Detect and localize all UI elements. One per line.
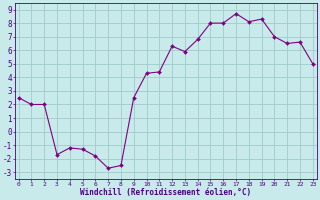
X-axis label: Windchill (Refroidissement éolien,°C): Windchill (Refroidissement éolien,°C): [80, 188, 251, 197]
